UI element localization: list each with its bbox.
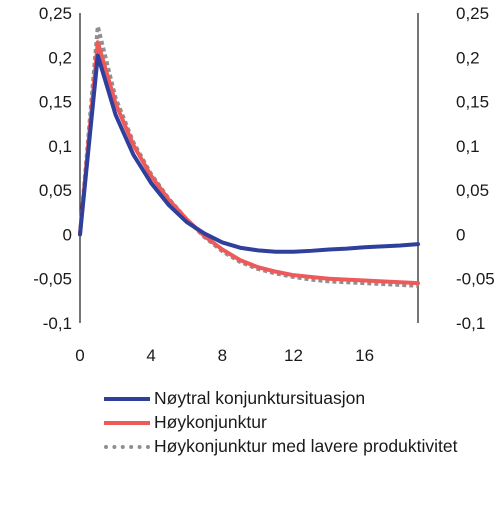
y-tick-label-left: -0,05 [33, 270, 72, 289]
y-tick-label-right: 0,1 [456, 137, 480, 156]
x-tick-label: 0 [75, 346, 84, 365]
y-tick-label-left: -0,1 [43, 314, 72, 333]
series-line-0 [78, 53, 420, 254]
y-tick-label-left: 0 [63, 225, 72, 244]
legend-label-lavere-produktivitet: Høykonjunktur med lavere produktivitet [154, 436, 458, 456]
y-tick-label-right: -0,05 [456, 270, 495, 289]
line-chart: 0,25 0,2 0,15 0,1 0,05 0 -0,05 -0,1 0,25 0,2 0,15… [33, 4, 495, 365]
legend-label-noytral: Nøytral konjunktursituasjon [154, 388, 366, 408]
chart-series [78, 24, 420, 288]
chart-axes [79, 13, 419, 323]
y-tick-label-right: 0 [456, 225, 465, 244]
chart-legend: Nøytral konjunktursituasjon Høykonjunktu… [104, 386, 494, 458]
y-tick-label-left: 0,2 [48, 48, 72, 67]
x-tick-label: 4 [146, 346, 155, 365]
x-tick-label: 8 [218, 346, 227, 365]
x-tick-label: 12 [284, 346, 303, 365]
y-axis-right-ticks: 0,25 0,2 0,15 0,1 0,05 0 -0,05 -0,1 [456, 4, 495, 333]
y-tick-label-right: -0,1 [456, 314, 485, 333]
y-tick-label-left: 0,05 [39, 181, 72, 200]
y-tick-label-right: 0,2 [456, 48, 480, 67]
y-axis-left-ticks: 0,25 0,2 0,15 0,1 0,05 0 -0,05 -0,1 [33, 4, 72, 333]
x-axis-ticks: 0 4 8 12 16 [75, 346, 374, 365]
y-tick-label-right: 0,25 [456, 4, 489, 23]
x-tick-label: 16 [355, 346, 374, 365]
legend-swatch-hoykonjunktur [104, 421, 150, 425]
legend-swatch-lavere-produktivitet [104, 445, 150, 449]
y-tick-label-right: 0,15 [456, 93, 489, 112]
legend-swatch-noytral [104, 397, 150, 401]
y-tick-label-left: 0,15 [39, 93, 72, 112]
y-tick-label-left: 0,1 [48, 137, 72, 156]
series-line-1 [78, 40, 420, 286]
legend-item-lavere-produktivitet: Høykonjunktur med lavere produktivitet [104, 434, 494, 458]
legend-item-noytral: Nøytral konjunktursituasjon [104, 386, 494, 410]
y-tick-label-left: 0,25 [39, 4, 72, 23]
legend-label-hoykonjunktur: Høykonjunktur [154, 412, 267, 432]
legend-item-hoykonjunktur: Høykonjunktur [104, 410, 494, 434]
y-tick-label-right: 0,05 [456, 181, 489, 200]
